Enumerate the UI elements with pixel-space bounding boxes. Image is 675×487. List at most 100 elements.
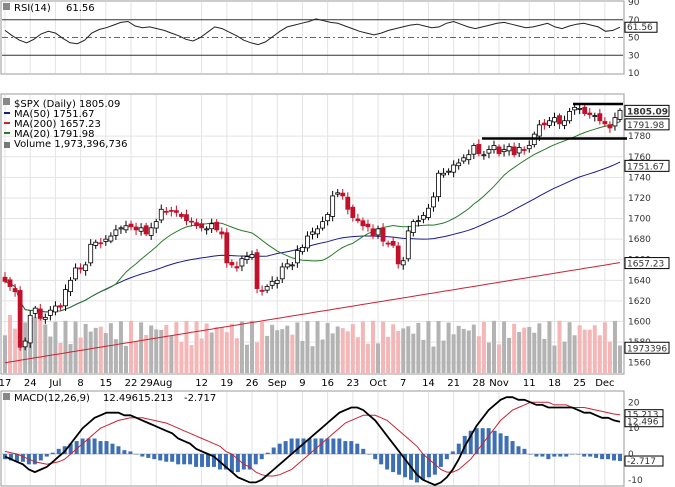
candle — [7, 276, 13, 291]
candle-body — [73, 267, 78, 280]
macd-histogram-bar — [373, 454, 378, 460]
macd-histogram-bar — [3, 454, 7, 460]
candle-body — [415, 220, 421, 223]
candle-body — [426, 207, 431, 218]
candle — [410, 219, 416, 237]
ma20-line — [4, 121, 621, 313]
candle — [315, 225, 320, 239]
volume-bar — [562, 341, 567, 373]
macd-value-box-label: -2.717 — [627, 457, 656, 467]
candle — [305, 231, 310, 252]
macd-histogram-bar — [426, 454, 431, 478]
macd-tick-label: -10 — [628, 476, 643, 486]
macd-histogram-bar — [516, 446, 521, 454]
candle — [199, 218, 204, 232]
candle-body — [27, 314, 33, 344]
macd-histogram-bar — [600, 454, 605, 460]
candle — [93, 239, 99, 249]
candle-body — [562, 120, 567, 126]
macd-histogram-bar — [397, 454, 402, 475]
candle — [345, 192, 351, 215]
candle — [138, 223, 144, 236]
macd-histogram-bar — [164, 454, 169, 462]
rsi-tick-label: 90 — [628, 0, 640, 8]
macd-histogram-bar — [570, 454, 575, 455]
x-tick-label: Nov — [489, 378, 509, 389]
volume-bar — [497, 344, 502, 373]
legend-entry: MA(200) 1657.23 — [14, 119, 101, 130]
macd-signal-line — [4, 401, 621, 477]
candle — [229, 259, 235, 268]
candle-body — [219, 231, 225, 235]
macd-histogram-bar — [456, 443, 461, 454]
candle — [602, 117, 608, 127]
svg-text:$SPX (Daily) 1805.09: $SPX (Daily) 1805.09 — [14, 99, 120, 110]
volume-bar — [315, 321, 320, 373]
volume-bar — [587, 329, 592, 373]
candle-body — [541, 122, 547, 126]
candle — [259, 285, 265, 296]
x-tick-label: 25 — [573, 378, 586, 389]
candle — [521, 146, 527, 155]
volume-bar — [38, 319, 43, 373]
candle-body — [335, 192, 341, 195]
x-tick-label: 23 — [346, 378, 359, 389]
candle-body — [32, 307, 38, 314]
volume-bar — [260, 322, 265, 373]
candle — [461, 154, 467, 164]
candle-body — [98, 242, 104, 245]
candle-body — [83, 264, 89, 272]
candle-body — [370, 228, 376, 237]
macd-value-box-label: 15.213 — [627, 411, 659, 421]
x-tick-label: 29Aug — [140, 378, 172, 389]
candle — [194, 218, 199, 229]
candle-body — [350, 206, 356, 218]
candle-body — [617, 109, 623, 120]
price-value-box: 1805.09 — [624, 104, 670, 117]
rsi-tick-label: 50 — [628, 34, 640, 44]
candle — [587, 107, 593, 119]
candle-body — [365, 223, 371, 228]
volume-bar — [466, 330, 471, 373]
x-tick-label: 19 — [220, 378, 233, 389]
macd-histogram-bar — [414, 454, 419, 483]
volume-bar — [320, 339, 325, 373]
volume-bar — [431, 346, 436, 373]
macd-histogram-bar — [612, 454, 617, 461]
macd-histogram-bar — [319, 438, 324, 454]
candle — [32, 305, 38, 318]
macd-histogram-bar — [379, 454, 384, 465]
candle-body — [194, 222, 199, 227]
candle-body — [511, 146, 517, 156]
macd-title: MACD(12,26,9) 12.496 15.213 -2.717 — [3, 393, 216, 404]
candle-body — [128, 223, 134, 228]
candle — [133, 222, 139, 235]
candle-body — [17, 290, 23, 348]
volume-bar — [572, 335, 577, 373]
candle-body — [552, 117, 557, 123]
volume-bar — [542, 338, 547, 373]
price-title: $SPX (Daily) 1805.09 MA(50) 1751.67MA(20… — [3, 98, 128, 150]
candle — [501, 144, 507, 157]
macd-histogram-bar — [474, 428, 479, 454]
candle-body — [204, 228, 210, 231]
macd-histogram-bar — [355, 443, 360, 454]
x-tick-label: 11 — [523, 378, 536, 389]
volume-bar — [476, 336, 481, 373]
volume-bar — [83, 323, 88, 373]
candle-body — [289, 264, 295, 267]
rsi-tick-label: 10 — [628, 69, 640, 79]
candle-body — [259, 289, 265, 292]
candle — [189, 217, 194, 227]
rsi-lines: 61.56 — [2, 18, 658, 56]
volume-bar — [123, 345, 128, 373]
candle — [63, 284, 68, 311]
candle-body — [294, 250, 300, 264]
candle — [173, 205, 179, 217]
price-value-box-label: 1973396 — [627, 344, 667, 354]
macd-histogram-bar — [450, 451, 455, 454]
candle — [582, 104, 588, 117]
candle-body — [315, 228, 320, 235]
legend-swatch — [4, 122, 10, 124]
candle-body — [476, 143, 482, 155]
